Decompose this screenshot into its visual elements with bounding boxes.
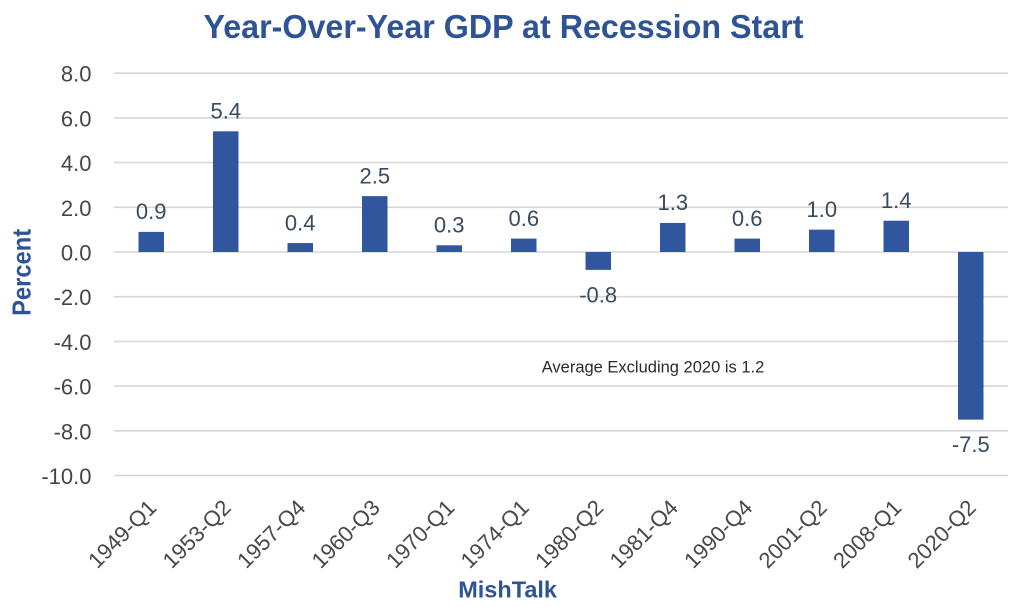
svg-text:Percent: Percent [7, 229, 37, 316]
svg-text:0.4: 0.4 [285, 210, 316, 235]
svg-text:1.4: 1.4 [881, 188, 912, 213]
svg-text:2.5: 2.5 [360, 163, 391, 188]
svg-text:Year-Over-Year GDP at Recessio: Year-Over-Year GDP at Recession Start [204, 8, 804, 45]
svg-text:0.6: 0.6 [732, 206, 763, 231]
svg-text:1.3: 1.3 [658, 190, 689, 215]
svg-text:2.0: 2.0 [61, 196, 92, 221]
svg-text:1.0: 1.0 [807, 197, 838, 222]
svg-text:0.9: 0.9 [136, 199, 167, 224]
svg-text:6.0: 6.0 [61, 106, 92, 131]
svg-text:-2.0: -2.0 [54, 285, 92, 310]
svg-text:0.0: 0.0 [61, 241, 92, 266]
svg-text:-8.0: -8.0 [54, 419, 92, 444]
svg-text:-6.0: -6.0 [54, 375, 92, 400]
svg-text:Average Excluding 2020 is 1.2: Average Excluding 2020 is 1.2 [542, 359, 765, 377]
svg-text:5.4: 5.4 [211, 99, 242, 124]
svg-text:MishTalk: MishTalk [458, 577, 558, 603]
svg-text:-0.8: -0.8 [579, 282, 617, 307]
svg-text:0.6: 0.6 [509, 206, 540, 231]
svg-text:8.0: 8.0 [61, 62, 92, 87]
svg-text:0.3: 0.3 [434, 213, 465, 238]
svg-text:-7.5: -7.5 [952, 432, 990, 457]
svg-text:4.0: 4.0 [61, 151, 92, 176]
svg-text:-10.0: -10.0 [41, 464, 91, 489]
svg-text:-4.0: -4.0 [54, 330, 92, 355]
